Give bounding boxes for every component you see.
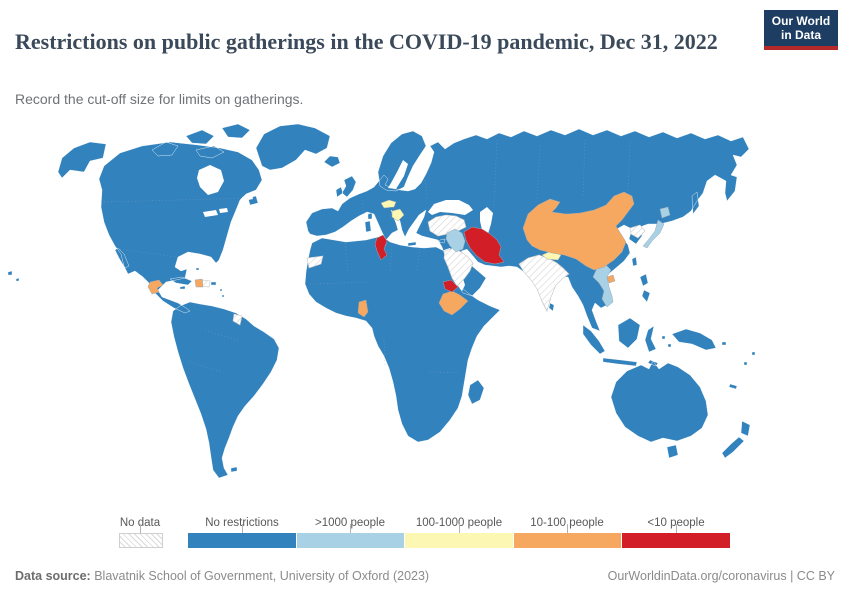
country-japan[interactable] — [642, 206, 671, 249]
country-guatemala[interactable] — [147, 279, 164, 295]
legend-color-bar — [188, 533, 730, 548]
country-saudi-arabia-nodata[interactable] — [443, 247, 474, 287]
country-iran[interactable] — [463, 226, 505, 265]
country-ethiopia[interactable] — [438, 290, 469, 316]
legend-swatch-no-restrictions[interactable] — [188, 533, 297, 548]
legend-swatch-100-1000[interactable] — [405, 533, 514, 548]
legend-label-no-data: No data — [119, 517, 161, 529]
owid-logo[interactable]: Our World in Data — [764, 10, 838, 50]
owid-credit-link[interactable]: OurWorldinData.org/coronavirus | CC BY — [607, 569, 835, 583]
page-subtitle: Record the cut-off size for limits on ga… — [15, 91, 304, 107]
data-source: Data source: Blavatnik School of Governm… — [15, 569, 429, 583]
owid-logo-line2: in Data — [780, 28, 821, 42]
legend-label-gt1000: >1000 people — [314, 517, 386, 529]
legend-label-100-1000: 100-1000 people — [415, 517, 503, 529]
country-china[interactable] — [522, 191, 635, 284]
legend-swatch-no-data[interactable] — [119, 533, 163, 548]
legend-tick — [140, 524, 141, 533]
countries-no-restrictions[interactable] — [7, 123, 756, 479]
country-north-korea-nodata[interactable] — [629, 224, 646, 239]
legend-tick — [459, 524, 460, 533]
data-source-label: Data source: — [15, 569, 91, 583]
data-source-value: Blavatnik School of Government, Universi… — [94, 569, 430, 583]
page-title: Restrictions on public gatherings in the… — [15, 28, 718, 54]
country-borders — [100, 139, 631, 374]
country-bosnia[interactable] — [391, 208, 405, 222]
country-austria[interactable] — [380, 199, 397, 209]
country-dominican-republic-nodata[interactable] — [201, 279, 211, 288]
legend-tick — [242, 524, 243, 533]
country-eritrea[interactable] — [442, 279, 459, 293]
country-guyana-nodata[interactable] — [232, 313, 243, 326]
country-vietnam-laos[interactable] — [592, 263, 614, 308]
country-haiti[interactable] — [194, 278, 204, 288]
legend-tick — [567, 524, 568, 533]
country-iraq[interactable] — [445, 228, 466, 253]
legend-label-no-restrictions: No restrictions — [205, 517, 279, 529]
legend-tick — [676, 524, 677, 533]
country-ghana[interactable] — [357, 299, 369, 318]
legend-label-lt10: <10 people — [647, 517, 705, 529]
legend-swatch-gt1000[interactable] — [296, 533, 406, 548]
legend-label-10-100: 10-100 people — [530, 517, 604, 529]
legend-tick — [350, 524, 351, 533]
owid-logo-line1: Our World — [771, 13, 831, 28]
legend-swatch-10-100[interactable] — [513, 533, 623, 548]
country-western-sahara-nodata[interactable] — [306, 255, 324, 269]
country-tunisia[interactable] — [374, 234, 388, 261]
legend-swatch-lt10[interactable] — [622, 533, 730, 548]
